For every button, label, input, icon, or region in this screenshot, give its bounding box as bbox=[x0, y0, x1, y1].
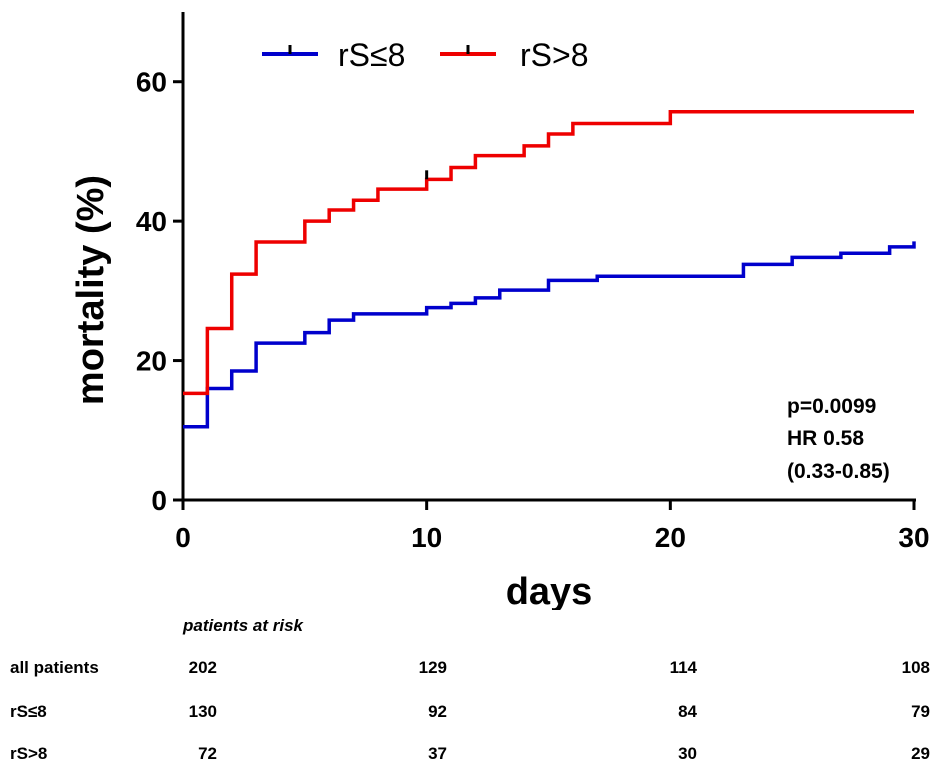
y-tick-label: 40 bbox=[136, 206, 167, 237]
hazard-ratio: HR 0.58 bbox=[787, 427, 864, 450]
axis-ticks: 0 10 20 30 0 20 40 60 bbox=[136, 67, 930, 553]
y-tick-label: 0 bbox=[151, 485, 167, 516]
risk-cell: 108 bbox=[901, 658, 930, 677]
legend: rS≤8 rS>8 bbox=[262, 37, 588, 73]
risk-row-label: all patients bbox=[10, 658, 99, 677]
y-tick-label: 60 bbox=[136, 67, 167, 98]
x-tick-label: 20 bbox=[655, 522, 686, 553]
km-chart: 0 10 20 30 0 20 40 60 rS≤8 rS>8 days mortality (… bbox=[70, 12, 930, 610]
risk-table-title: patients at risk bbox=[183, 616, 303, 635]
risk-cell: 129 bbox=[418, 658, 447, 677]
risk-row: rS>8 72 37 30 29 bbox=[0, 744, 945, 770]
y-axis-title: mortality (%) bbox=[70, 175, 112, 405]
risk-cell: 72 bbox=[198, 744, 217, 763]
axes bbox=[181, 12, 916, 502]
risk-cell: 84 bbox=[678, 702, 697, 721]
risk-row-label: rS>8 bbox=[10, 744, 48, 763]
risk-cell: 79 bbox=[911, 702, 930, 721]
risk-cell: 29 bbox=[911, 744, 930, 763]
risk-row: all patients 202 129 114 108 bbox=[0, 658, 945, 684]
risk-cell: 130 bbox=[188, 702, 217, 721]
risk-cell: 92 bbox=[428, 702, 447, 721]
risk-row: rS≤8 130 92 84 79 bbox=[0, 702, 945, 728]
risk-row-label: rS≤8 bbox=[10, 702, 47, 721]
legend-label: rS>8 bbox=[520, 37, 588, 73]
series-line-rs-high bbox=[183, 109, 914, 396]
x-tick-label: 0 bbox=[175, 522, 191, 553]
p-value: p=0.0099 bbox=[787, 395, 876, 418]
series-layer bbox=[183, 109, 916, 429]
x-axis-title: days bbox=[506, 571, 593, 610]
x-tick-label: 10 bbox=[411, 522, 442, 553]
stats-annotation: p=0.0099 HR 0.58 (0.33-0.85) bbox=[787, 395, 890, 483]
risk-cell: 30 bbox=[678, 744, 697, 763]
y-tick-label: 20 bbox=[136, 346, 167, 377]
risk-cell: 37 bbox=[428, 744, 447, 763]
x-tick-label: 30 bbox=[898, 522, 929, 553]
legend-label: rS≤8 bbox=[338, 37, 405, 73]
confidence-interval: (0.33-0.85) bbox=[787, 460, 890, 483]
risk-cell: 114 bbox=[669, 658, 697, 677]
series-line-rs-low bbox=[183, 241, 916, 429]
risk-cell: 202 bbox=[188, 658, 217, 677]
